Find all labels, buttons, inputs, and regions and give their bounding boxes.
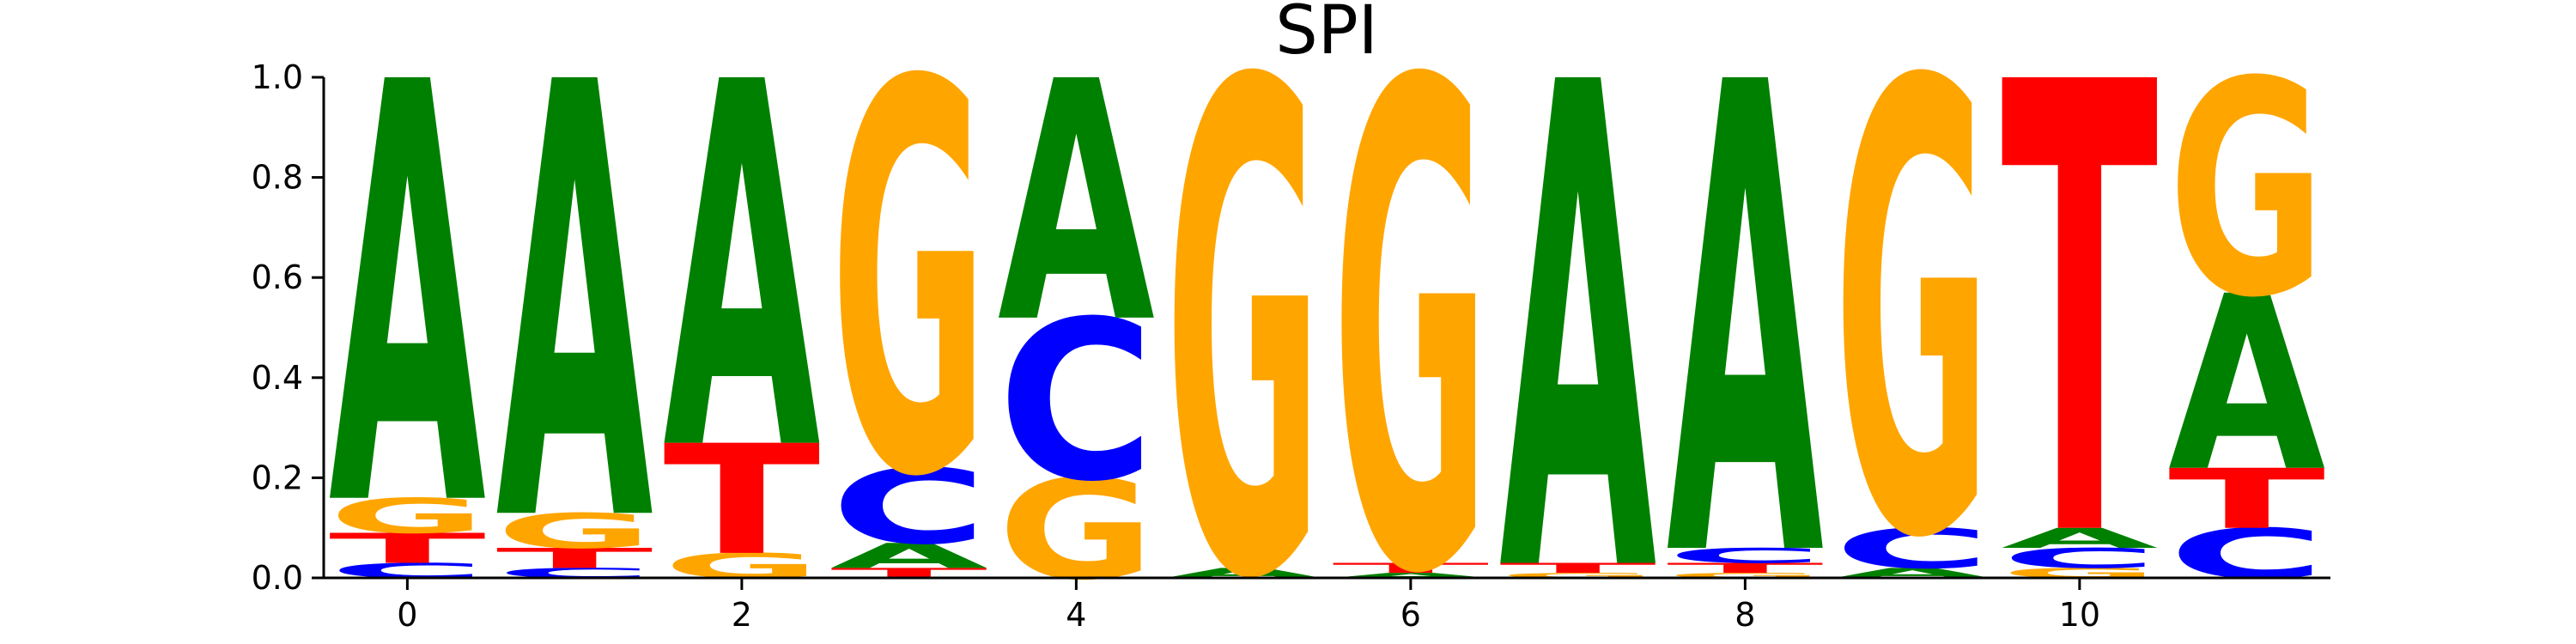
logo-letter-glyph: A — [2001, 522, 2158, 554]
logo-letter-glyph: G — [496, 503, 653, 559]
logo-letter-glyph: C — [2001, 543, 2158, 574]
logo-letter-a-pos-2: A — [663, 0, 822, 562]
logo-letter-g-pos-9: G — [1834, 0, 1991, 644]
x-tick-label: 10 — [2059, 596, 2100, 634]
logo-letter-g-pos-3: G — [830, 0, 987, 595]
logo-letter-glyph: A — [663, 0, 822, 562]
logo-letter-a-pos-8: A — [1667, 0, 1826, 644]
logo-letter-a-pos-6: A — [1332, 572, 1489, 580]
logo-letter-g-pos-6: G — [1332, 0, 1489, 644]
logo-letter-glyph: C — [998, 273, 1155, 530]
logo-letter-t-pos-1: T — [496, 543, 653, 574]
logo-letter-glyph: T — [2001, 0, 2159, 644]
logo-letter-glyph: A — [496, 0, 655, 644]
logo-letter-a-pos-3: A — [830, 536, 987, 575]
logo-letter-glyph: G — [329, 489, 486, 544]
logo-letter-glyph: A — [329, 0, 488, 634]
logo-letter-g-pos-0: G — [329, 489, 486, 544]
x-tick-label: 4 — [1066, 596, 1086, 634]
logo-letter-t-pos-11: T — [2168, 452, 2325, 548]
logo-letter-glyph: T — [1499, 560, 1656, 576]
logo-letter-glyph: C — [830, 447, 987, 568]
x-tick-label: 0 — [397, 596, 417, 634]
logo-letter-glyph: A — [1499, 0, 1658, 644]
logo-letter-glyph: T — [1332, 560, 1489, 576]
logo-letter-g-pos-8: G — [1667, 572, 1824, 580]
x-tick-label: 8 — [1735, 596, 1755, 634]
logo-letter-glyph: T — [663, 412, 820, 588]
logo-letter-glyph: C — [1667, 544, 1824, 568]
logo-letter-glyph: G — [1667, 572, 1824, 580]
logo-letter-c-pos-11: C — [2168, 514, 2325, 594]
logo-letter-glyph: A — [1667, 0, 1826, 644]
logo-letter-glyph: G — [1499, 572, 1656, 580]
logo-letter-t-pos-8: T — [1667, 560, 1824, 576]
logo-letter-t-pos-10: T — [2001, 0, 2159, 644]
y-tick-label: 0.2 — [252, 459, 303, 496]
logo-letter-glyph: G — [830, 0, 987, 595]
logo-letter-glyph: G — [1332, 0, 1489, 644]
logo-letter-g-pos-5: G — [1165, 0, 1322, 644]
logo-letter-glyph: G — [2168, 20, 2325, 363]
logo-letter-glyph: T — [496, 543, 653, 574]
logo-letter-a-pos-0: A — [329, 0, 488, 634]
logo-letter-glyph: A — [998, 13, 1157, 397]
logo-letter-c-pos-4: C — [998, 273, 1155, 530]
logo-letter-glyph: T — [1667, 560, 1824, 576]
y-tick-label: 0.8 — [252, 159, 303, 197]
logo-letter-glyph: G — [1165, 0, 1322, 644]
logo-letter-a-pos-10: A — [2001, 522, 2158, 554]
x-tick-label: 2 — [732, 596, 752, 634]
logo-letter-g-pos-11: G — [2168, 20, 2325, 363]
logo-letter-t-pos-6: T — [1332, 560, 1489, 576]
y-ticks: 0.0 0.2 0.4 0.6 0.8 1.0 — [252, 58, 324, 597]
logo-letter-a-pos-11: A — [2168, 245, 2327, 525]
logo-letter-c-pos-8: C — [1667, 544, 1824, 568]
logo-letter-a-pos-1: A — [496, 0, 655, 644]
y-tick-label: 1.0 — [252, 58, 303, 96]
logo-letter-glyph: G — [1834, 0, 1991, 644]
y-tick-label: 0.0 — [252, 559, 303, 597]
logo-letter-g-pos-7: G — [1499, 572, 1656, 580]
logo-letter-glyph: T — [329, 525, 486, 573]
logo-letter-glyph: A — [830, 536, 987, 575]
logo-letter-c-pos-3: C — [830, 447, 987, 568]
chart-title: SPI — [1275, 0, 1378, 70]
logo-letter-t-pos-2: T — [663, 412, 820, 588]
logo-letter-a-pos-7: A — [1499, 0, 1658, 644]
logo-letter-glyph: C — [1834, 517, 1991, 580]
logo-letter-g-pos-1: G — [496, 503, 653, 559]
logo-letter-t-pos-0: T — [329, 525, 486, 573]
logo-letter-glyph: A — [1332, 572, 1489, 580]
y-tick-label: 0.4 — [252, 359, 303, 397]
logo-letter-a-pos-4: A — [998, 13, 1157, 397]
logo-letter-c-pos-10: C — [2001, 543, 2158, 574]
x-ticks: 0 2 4 6 8 10 — [397, 578, 2100, 634]
logo-letter-glyph: T — [2168, 452, 2325, 548]
logo-letter-glyph: C — [2168, 514, 2325, 594]
x-tick-label: 6 — [1400, 596, 1421, 634]
y-tick-label: 0.6 — [252, 258, 303, 296]
logo-letter-c-pos-9: C — [1834, 517, 1991, 580]
logo-letter-t-pos-7: T — [1499, 560, 1656, 576]
logo-letter-glyph: A — [2168, 245, 2327, 525]
